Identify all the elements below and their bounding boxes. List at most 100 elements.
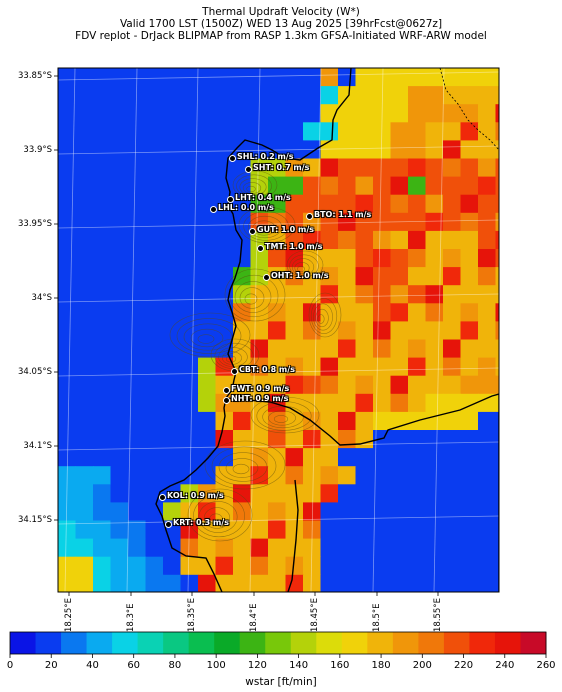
wstar-cell bbox=[425, 357, 444, 377]
lat-label: 33.85°S bbox=[18, 71, 52, 81]
wstar-cell bbox=[110, 357, 129, 377]
wstar-cell bbox=[338, 140, 357, 160]
wstar-cell bbox=[373, 68, 392, 87]
wstar-cell bbox=[163, 122, 182, 141]
wstar-cell bbox=[425, 303, 444, 322]
wstar-cell bbox=[373, 303, 392, 322]
wstar-cell bbox=[58, 176, 77, 196]
colorbar-tick: 180 bbox=[371, 660, 391, 671]
terrain-contour bbox=[247, 215, 283, 239]
wstar-cell bbox=[513, 195, 531, 214]
wstar-cell bbox=[495, 466, 499, 485]
wstar-cell bbox=[268, 285, 287, 304]
terrain-contour bbox=[308, 292, 342, 338]
wstar-cell bbox=[303, 104, 322, 123]
colorbar-tick: 120 bbox=[247, 660, 267, 671]
wstar-cell bbox=[128, 375, 147, 395]
wstar-cell bbox=[128, 484, 147, 503]
wstar-cell bbox=[390, 375, 409, 395]
lat-gridline bbox=[58, 441, 499, 451]
wstar-cell bbox=[215, 158, 234, 178]
station-label: OHT: 1.0 m/s bbox=[271, 271, 329, 280]
wstar-cell bbox=[93, 466, 112, 485]
wstar-cell bbox=[145, 321, 164, 341]
wstar-cell bbox=[250, 140, 269, 160]
wstar-cell bbox=[338, 86, 357, 105]
wstar-cell bbox=[215, 122, 234, 141]
wstar-cell bbox=[75, 176, 94, 196]
wstar-cell bbox=[460, 375, 479, 395]
wstar-cell bbox=[513, 448, 531, 467]
wstar-cell bbox=[110, 393, 129, 413]
wstar-cell bbox=[268, 375, 287, 395]
wstar-cell bbox=[338, 574, 357, 592]
wstar-cell bbox=[215, 520, 234, 540]
wstar-cell bbox=[145, 393, 164, 413]
wstar-cell bbox=[513, 575, 531, 594]
wstar-cell bbox=[58, 140, 77, 160]
wstar-cell bbox=[425, 375, 444, 395]
wstar-cell bbox=[495, 285, 499, 304]
wstar-cell bbox=[110, 230, 129, 250]
colorbar bbox=[9, 631, 547, 658]
wstar-cell bbox=[268, 68, 287, 87]
wstar-cell bbox=[93, 212, 112, 232]
wstar-cell bbox=[233, 466, 252, 485]
terrain-contour bbox=[238, 206, 296, 244]
wstar-cell bbox=[198, 176, 217, 196]
wstar-cell bbox=[215, 212, 234, 232]
wstar-cell bbox=[320, 176, 339, 196]
wstar-cell bbox=[443, 538, 462, 558]
wstar-cell bbox=[93, 393, 112, 413]
wstar-cell bbox=[268, 520, 287, 540]
wstar-cell bbox=[303, 448, 322, 467]
wstar-cell bbox=[425, 176, 444, 196]
wstar-cell bbox=[460, 484, 479, 503]
wstar-cell bbox=[408, 249, 427, 268]
wstar-cell bbox=[268, 538, 287, 558]
wstar-cell bbox=[303, 357, 322, 377]
wstar-cell bbox=[390, 194, 409, 214]
wstar-cell bbox=[355, 176, 374, 196]
wstar-cell bbox=[338, 466, 357, 485]
wstar-cell bbox=[513, 177, 531, 196]
wstar-cell bbox=[425, 158, 444, 178]
wstar-cell bbox=[320, 339, 339, 359]
wstar-cell bbox=[145, 249, 164, 268]
wstar-cell bbox=[128, 574, 147, 592]
wstar-cell bbox=[215, 176, 234, 196]
wstar-cell bbox=[75, 158, 94, 178]
wstar-cell bbox=[355, 484, 374, 503]
wstar-cell bbox=[268, 140, 287, 160]
wstar-cell bbox=[390, 339, 409, 359]
wstar-cell bbox=[478, 502, 497, 522]
wstar-cell bbox=[75, 321, 94, 341]
wstar-cell bbox=[250, 520, 269, 540]
colorbar-swatch bbox=[290, 632, 317, 654]
wstar-cell bbox=[180, 556, 199, 576]
wstar-cell bbox=[145, 140, 164, 160]
wstar-cell bbox=[495, 104, 499, 123]
station-label: SHL: 0.2 m/s bbox=[237, 152, 294, 161]
terrain-contour bbox=[310, 298, 338, 334]
wstar-cell bbox=[110, 176, 129, 196]
wstar-cell bbox=[390, 122, 409, 141]
wstar-cell bbox=[198, 321, 217, 341]
wstar-cell bbox=[425, 448, 444, 467]
wstar-cell bbox=[478, 194, 497, 214]
wstar-cell bbox=[215, 230, 234, 250]
wstar-cell bbox=[303, 375, 322, 395]
wstar-cell bbox=[75, 86, 94, 105]
inland-boundary bbox=[287, 479, 299, 592]
wstar-cell bbox=[373, 140, 392, 160]
wstar-cell bbox=[233, 285, 252, 304]
wstar-cell bbox=[180, 104, 199, 123]
wstar-cell bbox=[285, 104, 304, 123]
wstar-cell bbox=[233, 68, 252, 87]
wstar-cell bbox=[285, 484, 304, 503]
wstar-cell bbox=[303, 339, 322, 359]
wstar-cell bbox=[338, 448, 357, 467]
wstar-cell bbox=[128, 411, 147, 431]
wstar-cell bbox=[320, 303, 339, 322]
wstar-cell bbox=[58, 122, 77, 141]
